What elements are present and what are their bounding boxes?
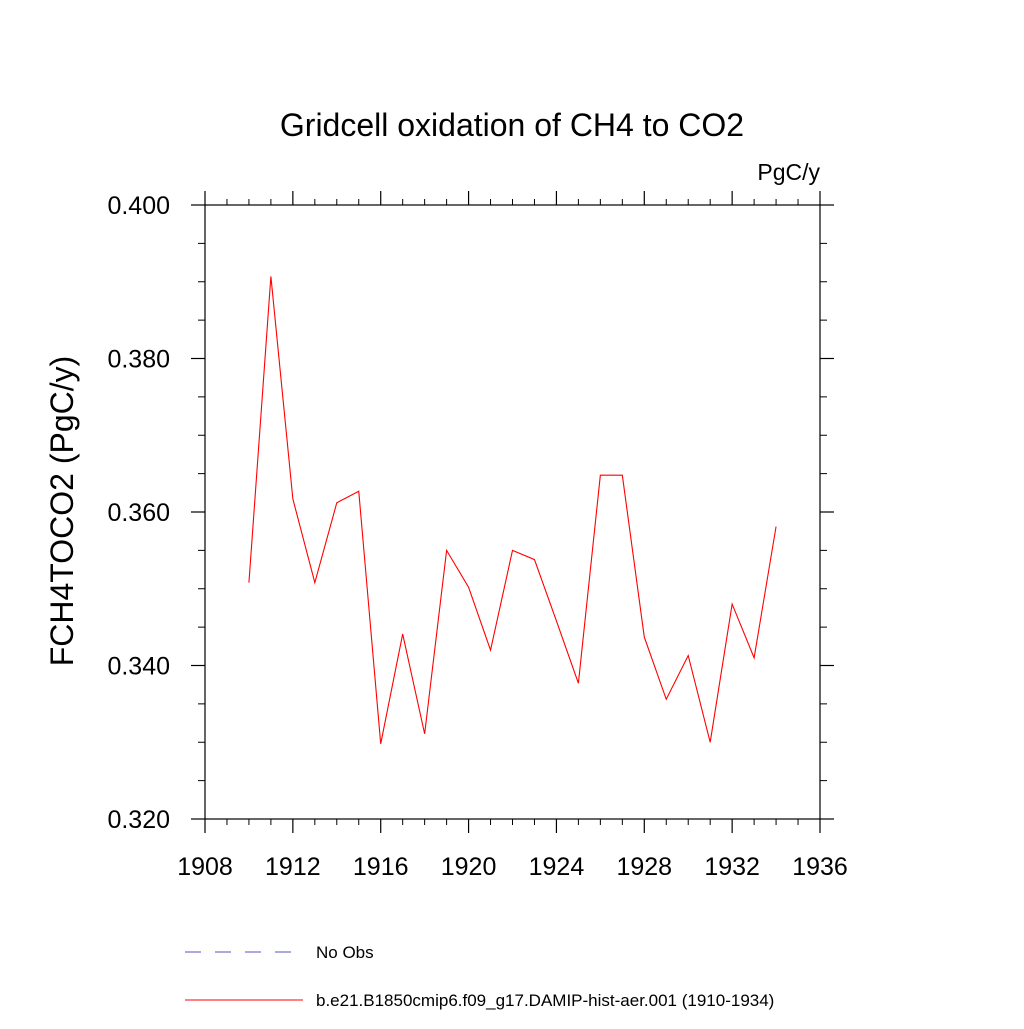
x-tick-label: 1912 xyxy=(265,853,321,881)
series-layer xyxy=(248,276,777,744)
x-tick-label: 1924 xyxy=(529,853,585,881)
y-tick-label: 0.340 xyxy=(107,653,170,681)
legend-label: b.e21.B1850cmip6.f09_g17.DAMIP-hist-aer.… xyxy=(316,991,774,1010)
chart-title: Gridcell oxidation of CH4 to CO2 xyxy=(280,107,744,143)
x-axis: 1908 1912 1916 1920 1924 1928 1932 1936 xyxy=(177,191,848,881)
x-tick-label: 1928 xyxy=(616,853,672,881)
series-line xyxy=(248,276,777,744)
y-tick-label: 0.380 xyxy=(107,346,170,374)
y-tick-label: 0.360 xyxy=(107,499,170,527)
units-label: PgC/y xyxy=(757,159,820,185)
legend: No Obs b.e21.B1850cmip6.f09_g17.DAMIP-his… xyxy=(185,943,774,1010)
x-tick-label: 1916 xyxy=(353,853,409,881)
plot-frame xyxy=(204,204,821,820)
y-tick-label: 0.400 xyxy=(107,192,170,220)
legend-label: No Obs xyxy=(316,943,374,962)
y-axis-label: FCH4TOCO2 (PgC/y) xyxy=(44,356,80,667)
x-tick-label: 1908 xyxy=(177,853,233,881)
y-tick-label: 0.320 xyxy=(107,806,170,834)
x-tick-label: 1920 xyxy=(441,853,497,881)
x-tick-label: 1932 xyxy=(704,853,760,881)
x-tick-label: 1936 xyxy=(792,853,848,881)
y-axis: 0.320 0.340 0.360 0.380 0.400 xyxy=(107,192,834,834)
